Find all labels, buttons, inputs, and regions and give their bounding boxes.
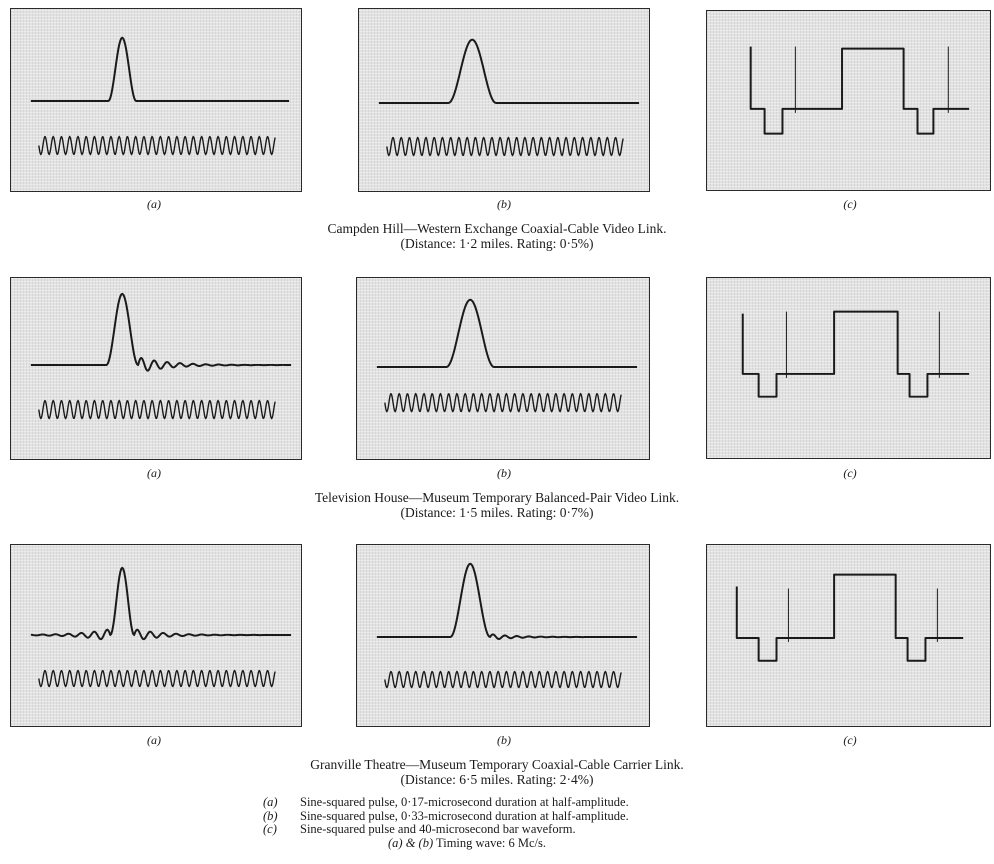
legend-text-c: Sine-squared pulse and 40-microsecond ba…	[300, 822, 576, 836]
panel-label-row2-b: (b)	[497, 466, 511, 480]
oscillogram-row1-c	[706, 10, 991, 191]
bar-waveform-row1-c	[749, 46, 970, 135]
pulse-trace-row2-a	[30, 292, 292, 420]
oscillogram-row1-b	[358, 8, 650, 192]
caption-subtitle-row3: (Distance: 6·5 miles. Rating: 2·4%)	[400, 772, 594, 787]
legend-key-b: (b)	[263, 808, 278, 823]
caption-title-row1: Campden Hill—Western Exchange Coaxial-Ca…	[327, 221, 667, 236]
panel-label-row1-b: (b)	[497, 197, 511, 211]
legend-key-c: (c)	[263, 822, 277, 836]
oscillogram-row1-a	[10, 8, 302, 192]
panel-label-row1-c: (c)	[843, 197, 857, 211]
legend-row-c: (c) Sine-squared pulse and 40-microsecon…	[0, 822, 994, 837]
panel-label-row2-c: (c)	[843, 466, 857, 480]
panel-label-row3-c: (c)	[843, 733, 857, 747]
legend-text-b: Sine-squared pulse, 0·33-microsecond dur…	[300, 808, 629, 823]
pulse-trace-row2-b	[376, 298, 638, 413]
pulse-trace-row3-a	[30, 566, 292, 688]
pulse-trace-row3-b	[376, 562, 638, 689]
legend-key-a: (a)	[263, 795, 278, 809]
bar-waveform-row3-c	[735, 573, 964, 662]
oscillogram-row3-a	[10, 544, 302, 727]
pulse-trace-row1-b	[378, 38, 640, 157]
timing-note-key: (a) & (b)	[388, 835, 434, 850]
oscillogram-row2-a	[10, 277, 302, 460]
legend-timing-note: (a) & (b) Timing wave: 6 Mc/s.	[0, 835, 994, 851]
caption-title-row3: Granville Theatre—Museum Temporary Coaxi…	[310, 757, 684, 772]
timing-note-text: Timing wave: 6 Mc/s.	[436, 835, 546, 850]
panel-label-row3-b: (b)	[497, 733, 511, 747]
legend-row-a: (a) Sine-squared pulse, 0·17-microsecond…	[0, 795, 994, 810]
panel-label-row3-a: (a)	[147, 733, 161, 747]
oscillogram-row3-b	[356, 544, 650, 727]
caption-subtitle-row2: (Distance: 1·5 miles. Rating: 0·7%)	[400, 505, 594, 520]
oscillogram-row2-c	[706, 277, 991, 459]
caption-subtitle-row1: (Distance: 1·2 miles. Rating: 0·5%)	[400, 236, 594, 251]
caption-title-row2: Television House—Museum Temporary Balanc…	[314, 490, 680, 505]
panel-label-row2-a: (a)	[147, 466, 161, 480]
legend-text-a: Sine-squared pulse, 0·17-microsecond dur…	[300, 795, 629, 809]
legend-row-b: (b) Sine-squared pulse, 0·33-microsecond…	[0, 808, 994, 824]
oscillogram-row2-b	[356, 277, 650, 460]
figure-legend: (a) Sine-squared pulse, 0·17-microsecond…	[0, 795, 994, 851]
bar-waveform-row2-c	[741, 310, 970, 398]
panel-label-row1-a: (a)	[147, 197, 161, 211]
oscillogram-row3-c	[706, 544, 991, 727]
pulse-trace-row1-a	[30, 36, 290, 156]
